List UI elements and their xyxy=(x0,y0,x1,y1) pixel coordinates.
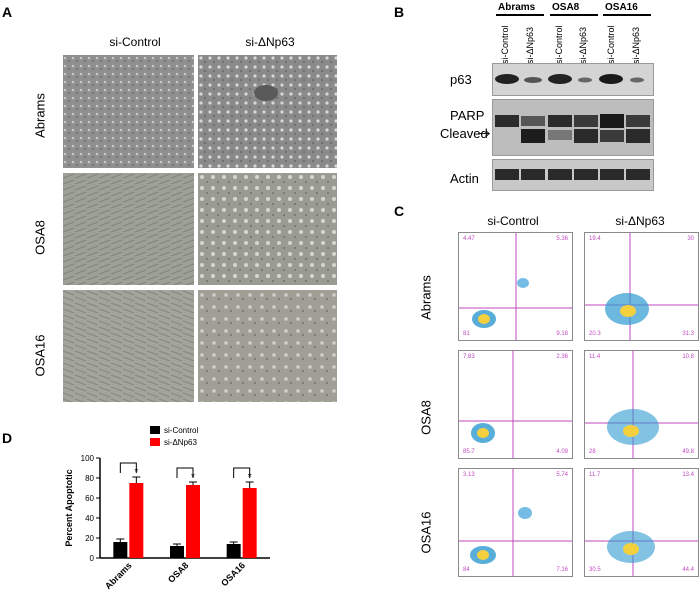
panel-c-letter: C xyxy=(394,203,405,219)
flow-plot-osa8-knockdown: 11.4 10.8 28 49.8 xyxy=(584,350,699,459)
significance-star: * xyxy=(191,472,195,483)
band-label-p63: p63 xyxy=(450,72,472,87)
bar xyxy=(186,485,200,558)
panel-a-letter: A xyxy=(2,4,13,20)
panel-c-col-header-knockdown: si-ΔNp63 xyxy=(615,214,665,228)
quad-ll-1: 20.3 xyxy=(589,331,601,337)
panel-b-lane-4: si-ΔNp63 xyxy=(578,26,588,64)
y-axis-label: Percent Apoptotic xyxy=(64,469,74,546)
panel-d-letter: D xyxy=(2,430,13,446)
micrograph-osa8-knockdown xyxy=(198,173,337,285)
significance-star: * xyxy=(134,467,138,478)
significance-bracket xyxy=(233,467,251,478)
y-tick-label: 20 xyxy=(85,534,94,543)
panel-b-lane-2: si-ΔNp63 xyxy=(525,26,535,64)
micrograph-osa8-control xyxy=(63,173,194,285)
blot-actin xyxy=(492,159,654,191)
micrograph-osa16-control xyxy=(63,290,194,402)
y-tick-label: 100 xyxy=(81,454,95,463)
panel-a-col-header-knockdown: si-ΔNp63 xyxy=(245,35,295,49)
panel-c-row-osa8: OSA8 xyxy=(418,400,434,435)
flow-plot-osa16-control: 3.13 5.74 84 7.16 xyxy=(458,468,573,577)
panel-a-row-abrams: Abrams xyxy=(32,93,48,138)
panel-b-group-line-abrams xyxy=(496,14,544,16)
panel-b-group-osa16: OSA16 xyxy=(605,2,638,13)
flow-plot-osa8-control: 7.83 2.36 85.7 4.09 xyxy=(458,350,573,459)
panel-b-group-osa8: OSA8 xyxy=(552,2,580,13)
micrograph-abrams-control xyxy=(63,55,194,168)
panel-b-group-line-osa8 xyxy=(550,14,598,16)
bar xyxy=(129,483,144,558)
category-label: Abrams xyxy=(103,560,134,591)
quad-ur-2: 2.36 xyxy=(556,354,568,360)
bar xyxy=(226,544,241,558)
significance-bracket xyxy=(176,467,194,478)
legend-swatch xyxy=(150,438,160,446)
flow-plot-abrams-knockdown: 19.4 30 20.3 31.3 xyxy=(584,232,699,341)
panel-c-col-header-control: si-Control xyxy=(487,214,539,228)
quad-ul-0: 4.47 xyxy=(463,236,475,242)
legend-label: si-ΔNp63 xyxy=(164,438,197,447)
quad-lr-4: 7.16 xyxy=(556,567,568,573)
panel-b-group-line-osa16 xyxy=(603,14,651,16)
quad-ur-4: 5.74 xyxy=(556,472,568,478)
micrograph-osa16-knockdown xyxy=(198,290,337,402)
significance-bracket xyxy=(119,462,137,473)
quad-ur-0: 5.36 xyxy=(556,236,568,242)
panel-b-lane-1: si-Control xyxy=(500,25,510,64)
panel-b-letter: B xyxy=(394,4,405,20)
legend-swatch xyxy=(150,426,160,434)
category-label: OSA8 xyxy=(166,560,190,584)
panel-c-row-abrams: Abrams xyxy=(418,275,434,320)
quad-ll-4: 84 xyxy=(463,567,470,573)
y-tick-label: 40 xyxy=(85,514,94,523)
quad-ll-2: 85.7 xyxy=(463,449,475,455)
y-tick-label: 60 xyxy=(85,494,94,503)
band-label-actin: Actin xyxy=(450,171,479,186)
quad-ur-5: 13.4 xyxy=(682,472,694,478)
quad-ul-1: 19.4 xyxy=(589,236,601,242)
quad-lr-1: 31.3 xyxy=(682,331,694,337)
blot-p63 xyxy=(492,63,654,96)
quad-ul-2: 7.83 xyxy=(463,354,475,360)
category-label: OSA16 xyxy=(219,560,247,588)
quad-ll-5: 30.5 xyxy=(589,567,601,573)
bar xyxy=(242,488,257,558)
quad-lr-5: 44.4 xyxy=(682,567,694,573)
panel-b-lane-5: si-Control xyxy=(606,25,616,64)
quad-ul-3: 11.4 xyxy=(589,354,601,360)
apoptosis-bar-chart: 0 20 40 60 80 100 Percent Apoptotic si-Control s… xyxy=(64,426,270,591)
significance-star: * xyxy=(248,472,252,483)
flow-plot-abrams-control: 4.47 5.36 81 9.18 xyxy=(458,232,573,341)
y-tick-label: 80 xyxy=(85,474,94,483)
quad-ul-5: 11.7 xyxy=(589,472,601,478)
quad-ll-3: 28 xyxy=(589,449,596,455)
panel-a-col-header-control: si-Control xyxy=(109,35,161,49)
panel-a-row-osa16: OSA16 xyxy=(32,334,48,377)
quad-lr-0: 9.18 xyxy=(556,331,568,337)
flow-plot-osa16-knockdown: 11.7 13.4 30.5 44.4 xyxy=(584,468,699,577)
blot-parp xyxy=(492,99,654,156)
panel-b-group-abrams: Abrams xyxy=(498,2,536,13)
band-label-parp: PARP xyxy=(450,108,485,123)
quad-lr-3: 49.8 xyxy=(682,449,694,455)
quad-ur-3: 10.8 xyxy=(682,354,694,360)
micrograph-abrams-knockdown xyxy=(198,55,337,168)
y-tick-label: 0 xyxy=(90,554,95,563)
panel-a-row-osa8: OSA8 xyxy=(32,220,48,255)
quad-ll-0: 81 xyxy=(463,331,470,337)
quad-ul-4: 3.13 xyxy=(463,472,475,478)
quad-lr-2: 4.09 xyxy=(556,449,568,455)
panel-b-lane-6: si-ΔNp63 xyxy=(631,26,641,64)
bar xyxy=(170,546,184,558)
cleaved-arrow-icon: → xyxy=(474,120,494,142)
quad-ur-1: 30 xyxy=(687,236,694,242)
legend-label: si-Control xyxy=(164,426,198,435)
panel-b-lane-3: si-Control xyxy=(554,25,564,64)
bar xyxy=(113,542,128,558)
panel-c-row-osa16: OSA16 xyxy=(418,511,434,554)
band-label-cleaved: Cleaved xyxy=(440,126,488,141)
